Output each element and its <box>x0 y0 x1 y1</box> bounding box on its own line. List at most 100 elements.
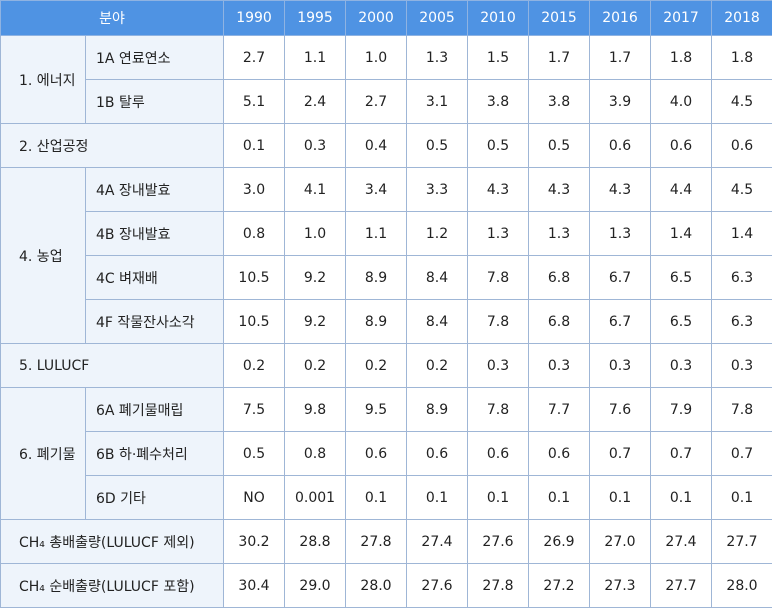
table-cell: 27.2 <box>529 564 590 608</box>
table-cell: 27.3 <box>590 564 651 608</box>
table-cell: 0.3 <box>590 344 651 388</box>
table-cell: 27.6 <box>407 564 468 608</box>
table-cell: 27.4 <box>407 520 468 564</box>
table-cell: 8.9 <box>407 388 468 432</box>
table-cell: 1.8 <box>712 36 772 80</box>
sub-label: 6D 기타 <box>86 476 224 520</box>
table-cell: 1.0 <box>346 36 407 80</box>
table-cell: 30.2 <box>224 520 285 564</box>
table-cell: 6.7 <box>590 300 651 344</box>
table-cell: 1.3 <box>590 212 651 256</box>
table-cell: 7.8 <box>468 300 529 344</box>
category-label: 2. 산업공정 <box>1 124 224 168</box>
table-cell: 0.3 <box>529 344 590 388</box>
table-cell: 1.7 <box>529 36 590 80</box>
header-category: 분야 <box>1 1 224 36</box>
table-cell: 29.0 <box>285 564 346 608</box>
table-cell: 0.6 <box>651 124 712 168</box>
header-year: 2005 <box>407 1 468 36</box>
table-cell: 6.3 <box>712 256 772 300</box>
table-row: 4. 농업 4A 장내발효 3.0 4.1 3.4 3.3 4.3 4.3 4.… <box>1 168 772 212</box>
table-cell: 6.5 <box>651 300 712 344</box>
table-cell: 0.7 <box>712 432 772 476</box>
table-cell: 1.3 <box>529 212 590 256</box>
table-row: CH₄ 총배출량(LULUCF 제외) 30.2 28.8 27.8 27.4 … <box>1 520 772 564</box>
table-cell: 7.9 <box>651 388 712 432</box>
table-cell: 3.8 <box>529 80 590 124</box>
table-cell: 0.1 <box>712 476 772 520</box>
table-cell: 1.1 <box>346 212 407 256</box>
table-cell: 3.0 <box>224 168 285 212</box>
table-cell: 4.1 <box>285 168 346 212</box>
table-cell: 0.1 <box>651 476 712 520</box>
table-cell: 5.1 <box>224 80 285 124</box>
table-cell: 9.8 <box>285 388 346 432</box>
sub-label: 1A 연료연소 <box>86 36 224 80</box>
table-cell: 0.6 <box>407 432 468 476</box>
sub-label: 6A 폐기물매립 <box>86 388 224 432</box>
table-cell: 10.5 <box>224 256 285 300</box>
table-row: CH₄ 순배출량(LULUCF 포함) 30.4 29.0 28.0 27.6 … <box>1 564 772 608</box>
table-cell: 7.6 <box>590 388 651 432</box>
table-cell: 0.6 <box>590 124 651 168</box>
sub-label: 6B 하·폐수처리 <box>86 432 224 476</box>
table-cell: 3.4 <box>346 168 407 212</box>
table-row: 1. 에너지 1A 연료연소 2.7 1.1 1.0 1.3 1.5 1.7 1… <box>1 36 772 80</box>
table-cell: 3.9 <box>590 80 651 124</box>
table-row: 2. 산업공정 0.1 0.3 0.4 0.5 0.5 0.5 0.6 0.6 … <box>1 124 772 168</box>
table-cell: 0.4 <box>346 124 407 168</box>
table-row: 6D 기타 NO 0.001 0.1 0.1 0.1 0.1 0.1 0.1 0… <box>1 476 772 520</box>
sub-label: 4B 장내발효 <box>86 212 224 256</box>
table-cell: 7.7 <box>529 388 590 432</box>
table-cell: 7.8 <box>712 388 772 432</box>
total-label: CH₄ 순배출량(LULUCF 포함) <box>1 564 224 608</box>
table-cell: 0.1 <box>468 476 529 520</box>
table-cell: 1.8 <box>651 36 712 80</box>
table-cell: 3.3 <box>407 168 468 212</box>
total-label: CH₄ 총배출량(LULUCF 제외) <box>1 520 224 564</box>
header-year: 2000 <box>346 1 407 36</box>
table-cell: 27.7 <box>712 520 772 564</box>
table-cell: 6.3 <box>712 300 772 344</box>
table-cell: 1.4 <box>651 212 712 256</box>
table-cell: 1.0 <box>285 212 346 256</box>
group-label: 1. 에너지 <box>1 36 86 124</box>
header-year: 2017 <box>651 1 712 36</box>
table-cell: 27.4 <box>651 520 712 564</box>
table-cell: 0.7 <box>590 432 651 476</box>
table-cell: 0.2 <box>346 344 407 388</box>
table-cell: 0.3 <box>712 344 772 388</box>
group-label: 4. 농업 <box>1 168 86 344</box>
table-cell: 4.3 <box>468 168 529 212</box>
table-cell: 0.2 <box>407 344 468 388</box>
table-cell: 0.7 <box>651 432 712 476</box>
table-cell: 1.5 <box>468 36 529 80</box>
table-cell: 7.8 <box>468 388 529 432</box>
table-cell: 0.1 <box>224 124 285 168</box>
table-cell: 6.7 <box>590 256 651 300</box>
table-cell: 0.001 <box>285 476 346 520</box>
table-cell: 2.4 <box>285 80 346 124</box>
table-row: 4B 장내발효 0.8 1.0 1.1 1.2 1.3 1.3 1.3 1.4 … <box>1 212 772 256</box>
sub-label: 4F 작물잔사소각 <box>86 300 224 344</box>
table-cell: 1.3 <box>407 36 468 80</box>
header-year: 1990 <box>224 1 285 36</box>
table-cell: NO <box>224 476 285 520</box>
header-year: 2010 <box>468 1 529 36</box>
table-cell: 27.0 <box>590 520 651 564</box>
table-cell: 28.0 <box>712 564 772 608</box>
table-row: 5. LULUCF 0.2 0.2 0.2 0.2 0.3 0.3 0.3 0.… <box>1 344 772 388</box>
table-cell: 27.6 <box>468 520 529 564</box>
table-cell: 0.3 <box>285 124 346 168</box>
table-cell: 4.3 <box>529 168 590 212</box>
sub-label: 4A 장내발효 <box>86 168 224 212</box>
table-cell: 3.8 <box>468 80 529 124</box>
table-cell: 30.4 <box>224 564 285 608</box>
table-cell: 0.1 <box>346 476 407 520</box>
table-cell: 27.7 <box>651 564 712 608</box>
table-cell: 1.1 <box>285 36 346 80</box>
table-row: 4C 벼재배 10.5 9.2 8.9 8.4 7.8 6.8 6.7 6.5 … <box>1 256 772 300</box>
table-cell: 28.8 <box>285 520 346 564</box>
table-cell: 0.5 <box>224 432 285 476</box>
